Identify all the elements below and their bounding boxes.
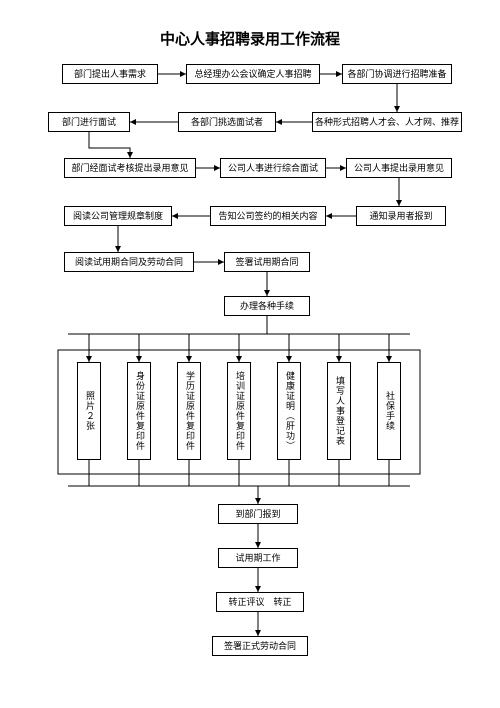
flow-vnode-v3: 学历证原件复印件 <box>177 362 201 460</box>
flow-node-n13: 阅读试用期合同及劳动合同 <box>64 252 194 272</box>
flow-vnode-v7: 社保手续 <box>377 362 401 460</box>
flow-node-n1: 部门提出人事需求 <box>62 64 158 84</box>
flow-vnode-v6: 填写人事登记表 <box>327 362 351 460</box>
flow-vnode-v4: 培训证原件复印件 <box>227 362 251 460</box>
page-title: 中心人事招聘录用工作流程 <box>0 28 500 49</box>
flow-node-n7: 部门经面试考核提出录用意见 <box>64 158 196 178</box>
flow-node-n5: 各部门挑选面试者 <box>178 112 276 132</box>
flow-node-n8: 公司人事进行综合面试 <box>220 158 326 178</box>
flow-node-n6: 各种形式招聘人才会、人才网、推荐 <box>312 112 462 132</box>
flow-node-n16: 到部门报到 <box>218 504 298 524</box>
flow-node-n17: 试用期工作 <box>218 548 298 568</box>
flow-node-n18: 转正评议 转正 <box>216 592 304 612</box>
flow-vnode-v5: 健康证明（肝功） <box>277 362 301 460</box>
flow-node-n19: 签署正式劳动合同 <box>212 636 308 656</box>
flow-vnode-v1: 照片２张 <box>77 362 101 460</box>
flow-node-n12: 通知录用者报到 <box>356 206 446 226</box>
flow-node-n10: 阅读公司管理规章制度 <box>64 206 172 226</box>
flow-node-n9: 公司人事提出录用意见 <box>346 158 452 178</box>
flow-vnode-v2: 身份证原件复印件 <box>127 362 151 460</box>
flow-node-n11: 告知公司签约的相关内容 <box>210 206 326 226</box>
flow-node-n14: 签署试用期合同 <box>224 252 310 272</box>
flow-node-n4: 部门进行面试 <box>48 112 130 132</box>
flow-node-n3: 各部门协调进行招聘准备 <box>342 64 452 84</box>
flow-node-n2: 总经理办公会议确定人事招聘 <box>186 64 320 84</box>
flow-node-n15: 办理各种手续 <box>224 296 310 316</box>
flowchart-page: 中心人事招聘录用工作流程 部门提出人事需求 总经理办公会议确定人事招聘 各部门协调进… <box>0 0 500 708</box>
